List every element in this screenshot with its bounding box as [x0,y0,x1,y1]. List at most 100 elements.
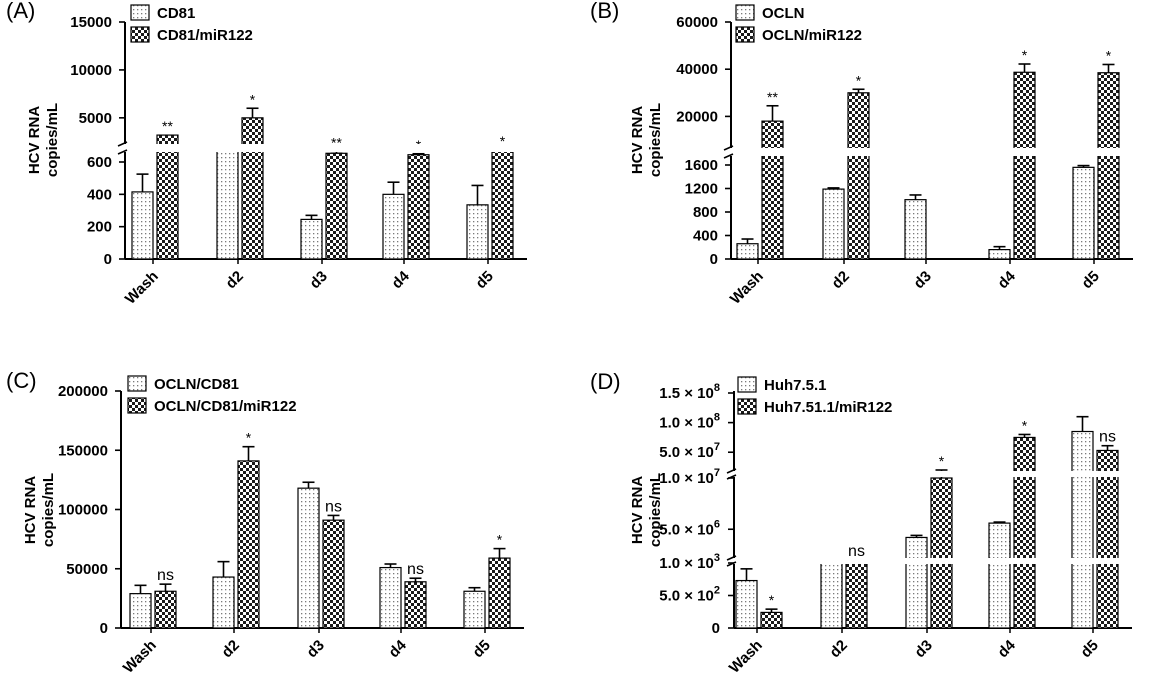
y-tick-label: 400 [87,186,112,203]
x-tick-label: d4 [994,267,1019,292]
bar [297,487,320,629]
legend-swatch [127,397,147,414]
axis-break-mark [726,561,737,567]
bar [988,249,1011,260]
y-tick-label: 800 [693,204,718,221]
x-tick-label: d2 [222,268,246,292]
x-tick-label: d5 [1077,637,1101,661]
x-tick-label: d2 [828,268,852,292]
x-tick-label: d2 [826,637,850,661]
x-tick-label: d4 [994,636,1019,661]
significance-label: ns [157,567,174,584]
bar [845,559,868,629]
legend-swatch [127,375,147,392]
bar [156,134,179,260]
bar [300,218,323,260]
bar [736,243,759,260]
y-tick-label: 5.0 × 107 [659,441,720,461]
legend-label: OCLN [762,5,805,22]
significance-label: ns [407,561,424,578]
y-tick-label: 20000 [676,108,718,125]
x-tick-label: d5 [472,268,496,292]
bar [1096,449,1119,629]
bar [904,199,927,260]
legend-swatch [737,376,757,393]
x-tick-label: d5 [469,637,493,661]
bar [1013,436,1036,629]
bar [930,477,953,629]
axis-break [726,471,1134,477]
bar [463,590,486,629]
y-tick-label: 0 [710,251,718,268]
y-tick-label: 100000 [58,502,108,519]
bar [905,536,928,629]
y-tick-label: 0 [100,620,108,637]
y-tick-label: 400 [693,228,718,245]
bar [735,579,758,629]
y-tick-label: 200 [87,219,112,236]
significance-label: * [1022,47,1028,63]
axis-break-mark [723,145,734,151]
x-tick-label: Wash [122,268,162,308]
y-tick-label: 0 [104,251,112,268]
bar [382,193,405,260]
y-tick-label: 10000 [70,62,112,79]
bar [131,191,154,260]
axis-break-mark [117,141,128,147]
y-tick-label: 600 [87,154,112,171]
panel-label: (B) [590,0,619,23]
y-tick-label: 60000 [676,14,718,31]
significance-label: * [939,453,945,469]
bar [129,593,152,629]
y-axis-label: HCV RNAcopies/mL [22,473,57,547]
significance-label: ** [331,134,342,150]
bar [488,557,511,629]
y-tick-label: 150000 [58,442,108,459]
significance-label: * [497,532,503,548]
axis-break-mark [117,149,128,155]
y-tick-label: 200000 [58,383,108,400]
y-axis-label: HCV RNAcopies/mL [629,473,664,547]
significance-label: * [1106,47,1112,63]
bar [1071,430,1094,629]
legend-label: CD81/miR122 [157,27,253,44]
bar [760,611,783,629]
y-tick-label: 15000 [70,14,112,31]
significance-label: ** [767,89,778,105]
x-tick-label: Wash [120,637,160,677]
bar [491,150,514,260]
bar [325,152,348,260]
bar [237,460,260,629]
bar [820,559,843,629]
x-tick-label: Wash [727,268,767,308]
x-tick-label: d3 [911,637,935,661]
legend-label: OCLN/CD81 [154,376,239,393]
axis-break-mark [723,153,734,159]
x-tick-label: d2 [218,637,242,661]
legend-swatch [735,4,755,21]
bar [212,576,235,629]
significance-label: * [250,91,256,107]
bar [216,150,239,260]
bar [822,188,845,260]
x-tick-label: Wash [726,637,766,677]
y-tick-label: 1200 [685,181,718,198]
significance-label: ** [162,118,173,134]
x-tick-label: d4 [388,267,413,292]
bar [761,120,784,260]
y-axis-label: HCV RNAcopies/mL [26,103,61,177]
bar [379,566,402,629]
significance-label: ns [325,498,342,515]
legend-swatch [737,398,757,415]
axis-break [117,144,529,152]
bar [404,581,427,629]
axis-break [723,148,1135,156]
panel-label: (D) [590,369,621,394]
bar [1097,72,1120,260]
x-tick-label: d3 [303,637,327,661]
significance-label: ns [848,543,865,560]
legend-label: CD81 [157,5,195,22]
y-tick-label: 5.0 × 106 [659,518,720,538]
x-tick-label: d4 [385,636,410,661]
chart-panel-3: (C) HCV RNAcopies/mL Wash d2 d3 d4 d5 OCLN/CD81… [6,368,524,677]
